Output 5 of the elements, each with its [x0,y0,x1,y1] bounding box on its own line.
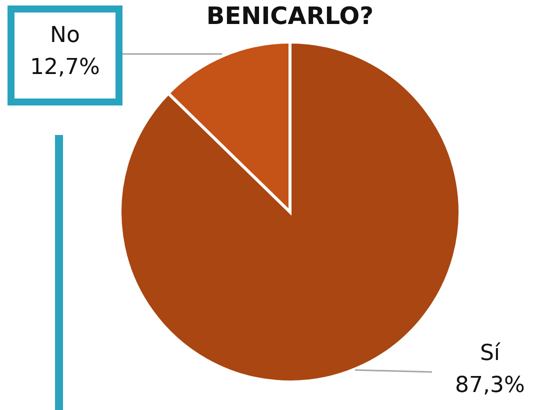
slice-label: No [50,23,80,48]
data-label: 12,7% [30,55,100,80]
slice-label: Sí [480,341,501,366]
chart-title: BENICARLO? [206,2,374,30]
data-label: 87,3% [455,373,525,398]
